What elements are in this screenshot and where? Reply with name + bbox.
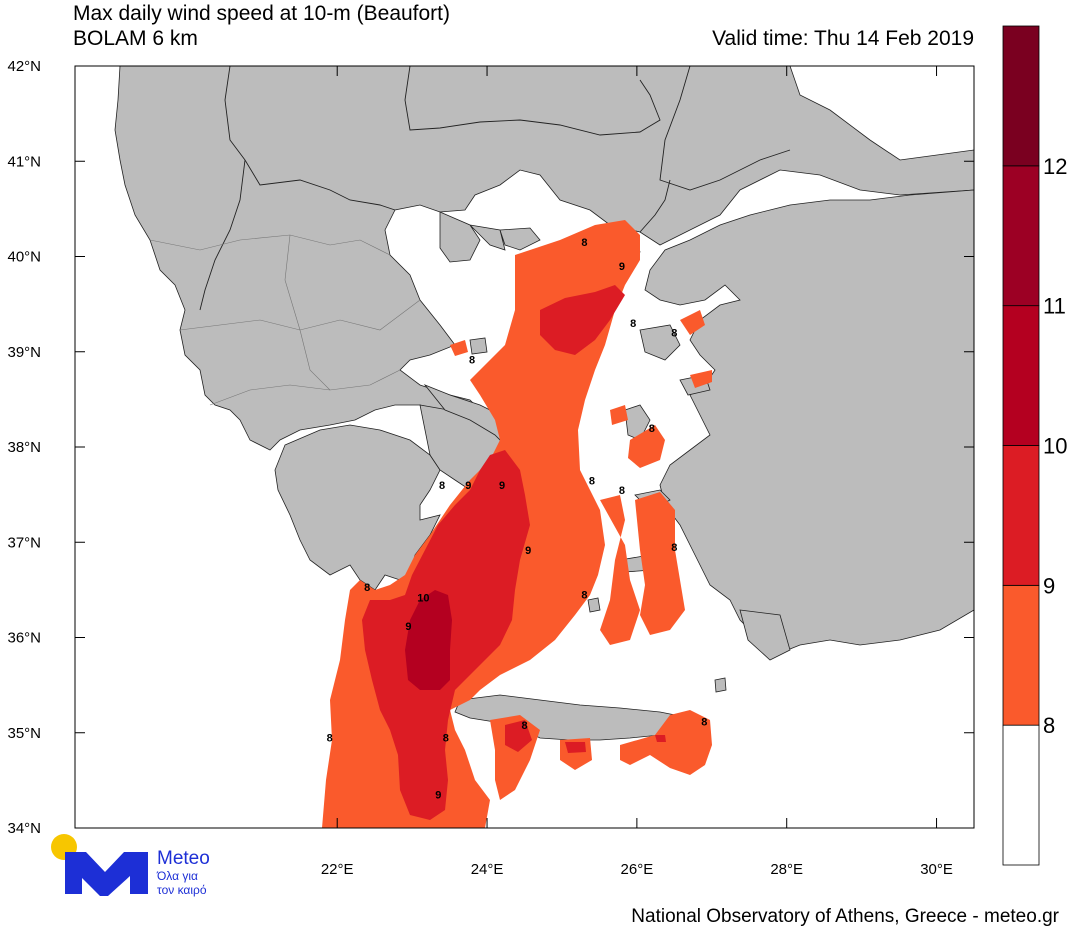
contour-value-label: 8 xyxy=(521,720,527,732)
colorbar-label: 8 xyxy=(1043,713,1055,738)
contour-value-label: 8 xyxy=(581,590,587,602)
x-tick-label: 26°E xyxy=(621,861,654,878)
contour-value-label: 8 xyxy=(439,480,445,492)
y-tick-label: 42°N xyxy=(7,58,41,75)
y-tick-label: 39°N xyxy=(7,344,41,361)
contour-value-label: 8 xyxy=(649,423,655,435)
colorbar-segment xyxy=(1002,25,1040,167)
contour-value-label: 9 xyxy=(405,621,411,633)
valid-time: Valid time: Thu 14 Feb 2019 xyxy=(712,27,974,50)
contour-value-label: 10 xyxy=(417,592,429,604)
y-tick-label: 35°N xyxy=(7,725,41,742)
logo-name: Meteo xyxy=(157,848,210,869)
colorbar: 8 9 10 11 12 xyxy=(1002,25,1067,866)
wind-level-10 xyxy=(405,590,452,690)
colorbar-label: 10 xyxy=(1043,434,1067,459)
contour-value-label: 8 xyxy=(581,237,587,249)
contour-value-label: 8 xyxy=(671,328,677,340)
colorbar-label: 9 xyxy=(1043,573,1055,598)
y-tick-label: 34°N xyxy=(7,820,41,837)
colorbar-segment xyxy=(1002,445,1040,586)
y-tick-label: 41°N xyxy=(7,153,41,170)
contour-value-label: 8 xyxy=(364,582,370,594)
y-tick-label: 37°N xyxy=(7,534,41,551)
contour-value-label: 8 xyxy=(589,475,595,487)
logo-m-icon xyxy=(65,852,148,896)
contour-value-label: 9 xyxy=(435,790,441,802)
contour-value-label: 9 xyxy=(525,545,531,557)
colorbar-segment xyxy=(1002,305,1040,446)
y-tick-label: 38°N xyxy=(7,439,41,456)
contour-value-label: 8 xyxy=(701,716,707,728)
x-tick-label: 30°E xyxy=(920,861,953,878)
contour-value-label: 8 xyxy=(443,733,449,745)
map-area xyxy=(75,66,974,828)
logo-tagline-2: τον καιρό xyxy=(157,883,207,897)
model-subtitle: BOLAM 6 km xyxy=(73,27,198,50)
colorbar-segment xyxy=(1002,165,1040,307)
contour-labels: 8 9 8 8 8 8 8 9 9 8 8 9 8 8 10 8 9 8 8 8 8 9 xyxy=(327,237,708,801)
x-tick-label: 24°E xyxy=(471,861,504,878)
colorbar-segment xyxy=(1002,584,1040,726)
land-chalkidiki xyxy=(439,211,541,263)
country-borders xyxy=(199,66,791,311)
region-borders xyxy=(149,234,421,406)
meteo-logo: Meteo Όλα για τον καιρό xyxy=(51,834,210,897)
logo-tagline-1: Όλα για xyxy=(156,869,198,883)
map-title: Max daily wind speed at 10-m (Beaufort) xyxy=(73,2,451,25)
contour-value-label: 8 xyxy=(630,318,636,330)
footer-credit: National Observatory of Athens, Greece -… xyxy=(631,906,1059,927)
contour-value-label: 8 xyxy=(671,542,677,554)
colorbar-label: 12 xyxy=(1043,154,1067,179)
colorbar-segment xyxy=(1002,724,1040,866)
y-tick-label: 36°N xyxy=(7,630,41,647)
contour-value-label: 9 xyxy=(619,261,625,273)
x-axis-ticks: 22°E 24°E 26°E 28°E 30°E xyxy=(321,66,953,878)
contour-value-label: 8 xyxy=(469,354,475,366)
y-tick-label: 40°N xyxy=(7,249,41,266)
land-balkans xyxy=(114,66,974,451)
y-axis-ticks: 34°N 35°N 36°N 37°N 38°N 39°N 40°N 41°N 42°N xyxy=(7,58,974,837)
contour-value-label: 9 xyxy=(465,480,471,492)
colorbar-label: 11 xyxy=(1043,294,1066,319)
contour-value-label: 8 xyxy=(619,485,625,497)
contour-value-label: 9 xyxy=(499,480,505,492)
x-tick-label: 28°E xyxy=(770,861,803,878)
contour-value-label: 8 xyxy=(327,733,333,745)
x-tick-label: 22°E xyxy=(321,861,354,878)
